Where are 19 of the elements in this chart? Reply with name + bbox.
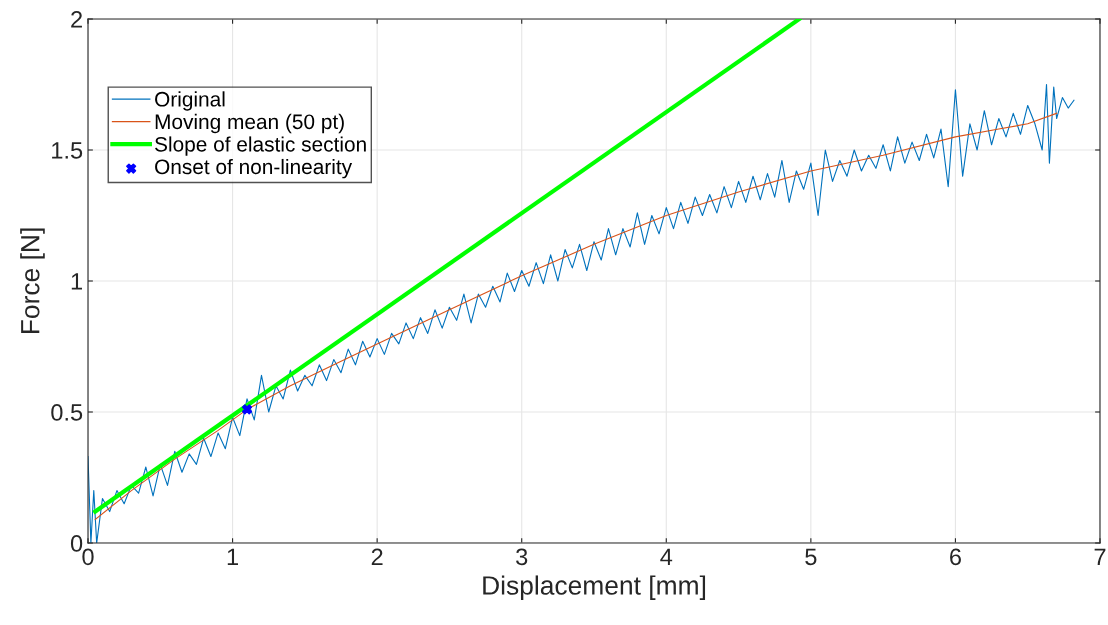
y-tick-label: 0.5 <box>51 404 83 421</box>
x-tick-label: 6 <box>950 548 961 566</box>
legend-label: Original <box>155 91 225 111</box>
legend-label: Slope of elastic section <box>155 136 366 156</box>
x-tick-label: 5 <box>805 548 817 566</box>
y-tick-label: 1.5 <box>52 142 83 159</box>
x-tick-label: 7 <box>1094 548 1106 565</box>
x-axis-title: Displacement [mm] <box>483 575 706 601</box>
y-axis-title: Force [N] <box>20 228 45 334</box>
x-tick-label: 4 <box>660 548 673 565</box>
x-tick-label: 3 <box>516 548 528 566</box>
legend-label: Onset of non-linearity <box>155 158 353 179</box>
x-tick-label: 2 <box>371 548 383 565</box>
y-tick-label: 2 <box>71 11 82 28</box>
legend-label: Moving mean (50 pt) <box>155 113 344 134</box>
y-tick-label: 1 <box>71 273 82 290</box>
x-tick-label: 1 <box>227 548 238 565</box>
y-tick-label: 0 <box>70 535 83 552</box>
x-tick-label: 0 <box>82 548 94 566</box>
